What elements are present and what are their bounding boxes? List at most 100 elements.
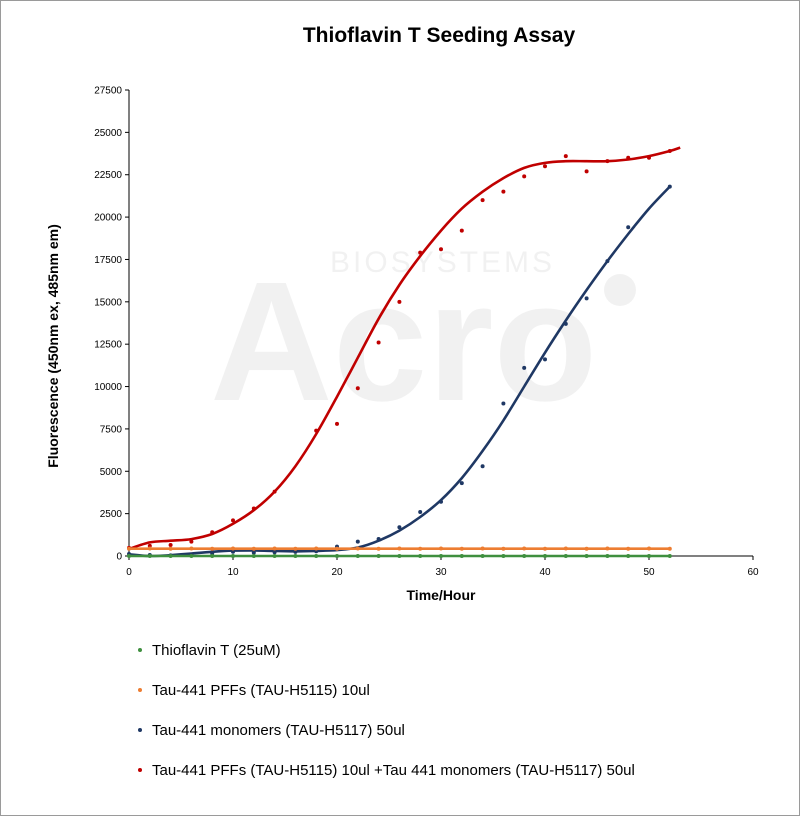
data-point [501,554,506,558]
legend-marker [138,648,142,652]
data-point [127,546,131,551]
y-tick-label: 27500 [94,86,122,97]
data-point [522,365,527,370]
data-point [418,546,423,551]
y-tick-label: 20000 [94,213,122,224]
data-point [501,546,506,551]
data-point [647,554,651,558]
legend-marker [138,728,142,732]
data-point [667,554,672,558]
data-point [231,549,235,554]
legend-item-thioflavin: Thioflavin T (25uM) [138,630,635,670]
data-point [584,546,589,551]
data-point [168,546,173,551]
data-point [522,554,527,558]
data-point [605,554,610,558]
series-2 [127,184,672,558]
data-point [563,546,568,551]
series-0 [127,554,672,558]
data-point [647,546,651,551]
data-point [293,554,298,558]
data-point [605,546,610,551]
y-tick-label: 17500 [94,255,122,266]
series-fit-line [128,146,681,551]
x-tick-label: 10 [227,567,239,578]
data-point [439,554,443,558]
data-point [439,546,443,551]
data-point [439,247,443,252]
data-point [584,554,589,558]
legend-label: Tau-441 monomers (TAU-H5117) 50ul [152,721,405,739]
data-point [397,525,402,530]
data-point [605,259,610,264]
chart-title: Thioflavin T Seeding Assay [302,24,576,47]
x-tick-label: 30 [435,567,447,578]
data-point [335,421,339,426]
data-point [335,546,339,551]
y-tick-label: 12500 [94,340,122,351]
y-tick-label: 25000 [94,128,122,139]
data-point [251,546,256,551]
data-point [314,554,319,558]
y-axis-ticks: 0 2500 5000 7500 10000 12500 15000 17500 20000 22… [94,86,129,563]
data-point [667,184,672,189]
data-point [272,546,277,551]
legend-item-monomers: Tau-441 monomers (TAU-H5117) 50ul [138,710,635,750]
y-tick-label: 5000 [100,467,123,478]
y-tick-label: 2500 [100,509,123,520]
x-axis-ticks: 0 10 20 30 40 50 60 [126,556,759,578]
data-point [543,554,547,558]
y-tick-label: 7500 [100,424,123,435]
data-point [543,357,547,362]
data-point [459,481,464,486]
data-point [293,546,298,551]
data-point [314,428,319,433]
legend-item-pffs: Tau-441 PFFs (TAU-H5115) 10ul [138,670,635,710]
data-point [189,546,194,551]
data-point [605,159,610,164]
data-point [418,509,423,514]
legend: Thioflavin T (25uM) Tau-441 PFFs (TAU-H5… [138,630,635,790]
data-point [439,499,443,504]
data-point [272,554,277,558]
data-point [480,554,485,558]
data-point [147,554,152,558]
data-point [376,340,381,345]
series-3 [127,146,681,551]
data-point [231,554,235,558]
x-tick-label: 60 [747,567,759,578]
series-fit-line [128,185,671,558]
legend-label: Tau-441 PFFs (TAU-H5115) 10ul +Tau 441 m… [152,761,635,779]
data-point [355,546,360,551]
data-point [272,489,277,494]
x-axis-title: Time/Hour [407,587,477,603]
data-point [459,554,464,558]
watermark-subtext: BIOSYSTEMS [330,246,555,279]
data-point [376,546,381,551]
y-axis-title: Fluorescence (450nm ex, 485nm em) [45,224,61,468]
data-point [168,542,173,547]
data-point [626,155,631,160]
data-point [251,550,256,555]
x-tick-label: 40 [539,567,551,578]
data-point [355,539,360,544]
data-point [584,169,589,174]
data-point [522,174,527,179]
data-point [626,554,631,558]
data-point [231,518,235,523]
data-point [168,554,173,558]
data-point [210,546,215,551]
y-tick-label: 10000 [94,382,122,393]
legend-label: Thioflavin T (25uM) [152,641,281,659]
data-point [501,401,506,406]
data-point [667,546,672,551]
data-point [563,321,568,326]
data-point [667,149,672,154]
data-point [210,554,215,558]
data-point [376,537,381,542]
data-point [397,546,402,551]
data-point [355,554,360,558]
data-point [189,539,194,544]
